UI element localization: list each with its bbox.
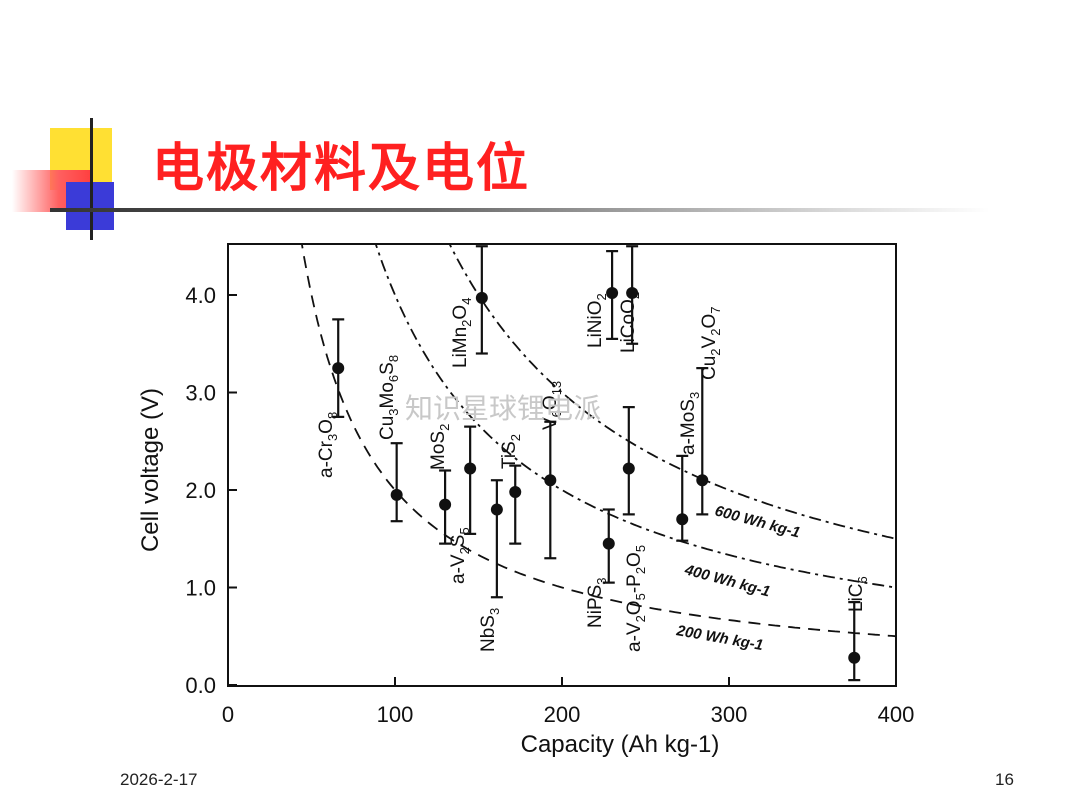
footer-page-number: 16	[995, 770, 1014, 789]
curve-label-400: 400 Wh kg-1	[682, 561, 772, 600]
y-axis-title: Cell voltage (V)	[137, 388, 164, 552]
label-nbs3: NbS3	[478, 608, 502, 652]
point-marker	[390, 488, 403, 501]
data-point-lic6	[848, 601, 861, 682]
data-point-a-cr3o8	[332, 318, 345, 418]
data-point-linio2	[606, 250, 619, 340]
data-point-a-v2o5-p2o5	[622, 406, 635, 516]
curve-label-200: 200 Wh kg-1	[674, 622, 764, 654]
label-nips3: NiPS3	[585, 577, 609, 628]
energy-curve-400	[374, 244, 895, 589]
point-marker	[490, 503, 503, 516]
footer-date: 2026-2-17	[120, 770, 198, 789]
y-tick-label: 0.0	[185, 673, 216, 698]
data-point-mos2	[439, 469, 452, 545]
vertical-rule-decoration	[90, 118, 93, 240]
label-a-v2o5-p2o5: a-V2O5-P2O5	[624, 545, 648, 652]
slide-title: 电极材料及电位	[152, 139, 531, 199]
data-point-cu2v2o7	[696, 367, 709, 516]
data-point-limn2o4	[475, 245, 488, 355]
label-a-cr3o8: a-Cr3O8	[316, 412, 340, 478]
x-tick-label: 200	[544, 702, 581, 727]
point-marker	[475, 291, 488, 304]
energy-curve-600	[448, 244, 894, 540]
x-tick-label: 0	[222, 702, 234, 727]
label-cu2v2o7: Cu2V2O7	[699, 307, 723, 380]
point-marker	[696, 474, 709, 487]
point-marker	[622, 462, 635, 475]
label-lic6: LiC6	[846, 576, 870, 612]
x-tick-label: 100	[377, 702, 414, 727]
label-a-mos3: a-MoS3	[678, 392, 702, 455]
point-marker	[464, 462, 477, 475]
data-point-nips3	[602, 508, 615, 584]
horizontal-rule-decoration	[50, 208, 990, 212]
watermark: 知识星球锂电派	[405, 392, 601, 425]
point-marker	[509, 485, 522, 498]
x-axis-title: Capacity (Ah kg-1)	[521, 731, 720, 758]
data-point-a-mos3	[676, 454, 689, 542]
point-marker	[602, 537, 615, 550]
point-marker	[606, 287, 619, 300]
y-tick-label: 3.0	[185, 381, 216, 406]
label-mos2: MoS2	[428, 424, 452, 470]
label-licoo2: LiCoO2	[618, 292, 642, 353]
data-point-cu3mo6s8	[390, 442, 403, 523]
point-marker	[332, 362, 345, 375]
curve-label-600: 600 Wh kg-1	[713, 502, 802, 541]
label-tis2: TiS2	[499, 434, 523, 469]
point-marker	[848, 651, 861, 664]
label-cu3mo6s8: Cu3Mo6S8	[377, 355, 401, 440]
point-marker	[626, 287, 639, 300]
x-tick-label: 300	[711, 702, 748, 727]
y-tick-label: 2.0	[185, 478, 216, 503]
data-point-v6o13	[544, 420, 557, 560]
label-linio2: LiNiO2	[585, 293, 609, 348]
y-tick-label: 4.0	[185, 283, 216, 308]
label-v6o13: V6O13	[540, 381, 564, 430]
data-point-nbs3	[490, 479, 503, 599]
y-tick-label: 1.0	[185, 576, 216, 601]
data-point-licoo2	[626, 245, 639, 345]
point-marker	[676, 513, 689, 526]
label-limn2o4: LiMn2O4	[450, 298, 474, 368]
x-tick-label: 400	[878, 702, 915, 727]
point-marker	[439, 498, 452, 511]
data-point-a-v2s5	[464, 425, 477, 535]
point-marker	[544, 474, 557, 487]
data-point-tis2	[509, 464, 522, 545]
label-a-v2s5: a-V2S5	[448, 527, 472, 584]
